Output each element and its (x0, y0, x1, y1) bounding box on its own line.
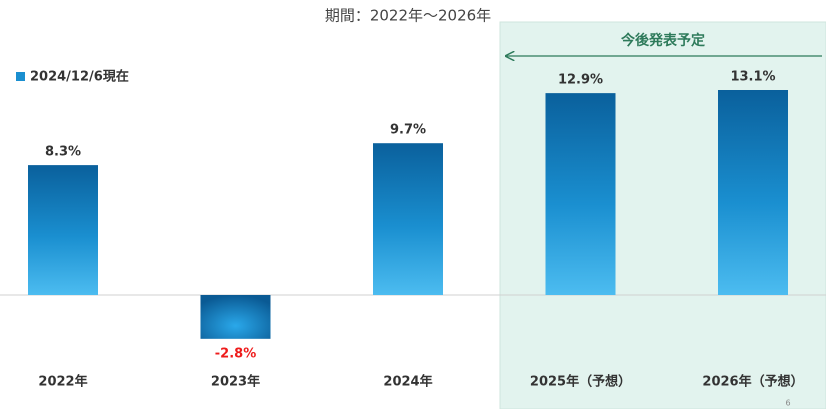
value-label: 9.7% (390, 123, 426, 138)
bar (373, 143, 443, 295)
page-number: 6 (785, 399, 790, 408)
bar (200, 295, 271, 339)
legend-label: 2024/12/6現在 (30, 69, 129, 85)
x-tick-label: 2022年 (38, 374, 87, 390)
legend-swatch (16, 72, 25, 81)
x-tick-label: 2026年（予想） (702, 374, 803, 390)
bar (28, 165, 98, 295)
x-tick-label: 2025年（予想） (530, 374, 631, 390)
bar (545, 93, 616, 296)
x-tick-label: 2024年 (383, 374, 432, 390)
value-label: 12.9% (558, 73, 603, 88)
x-tick-label: 2023年 (211, 374, 260, 390)
annotation: 今後発表予定 (620, 32, 705, 49)
chart-title: 期間：2022年～2026年 (325, 7, 491, 25)
value-label: -2.8% (215, 346, 256, 361)
value-label: 13.1% (730, 70, 775, 85)
value-label: 8.3% (45, 145, 81, 160)
bar (718, 90, 788, 295)
